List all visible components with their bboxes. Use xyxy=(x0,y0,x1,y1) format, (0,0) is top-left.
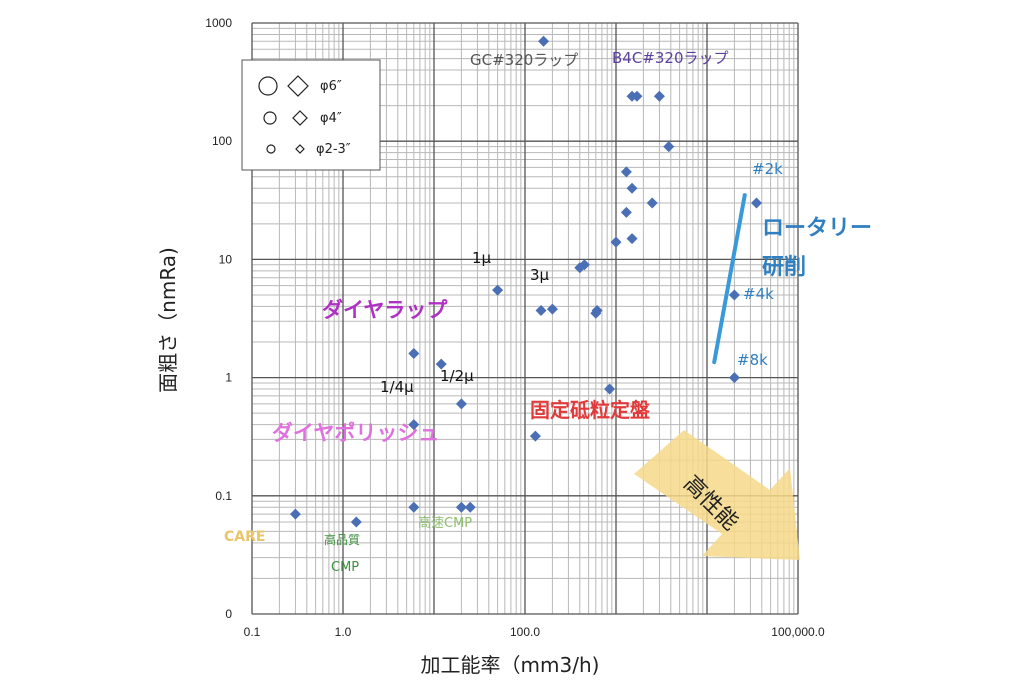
legend-label-medium: φ4″ xyxy=(320,111,342,126)
legend-label-small: φ2-3″ xyxy=(316,142,351,157)
rotary-grinding-label-2: 研削 xyxy=(762,255,806,280)
y-axis-title: 面粗さ（nmRa) xyxy=(156,247,180,393)
mu-3-label: 3μ xyxy=(530,266,550,284)
data-point xyxy=(546,303,558,315)
high-performance-arrow xyxy=(634,430,800,560)
legend-box xyxy=(241,59,381,171)
legend-circle-small-icon xyxy=(266,144,276,154)
rotary-grinding-line xyxy=(712,193,747,365)
x-tick-label: 100.0 xyxy=(510,625,540,639)
data-point xyxy=(751,197,763,209)
y-tick-label: 0 xyxy=(225,607,232,621)
y-tick-label: 1 xyxy=(225,371,232,385)
fixed-abrasive-label: 固定砥粒定盤 xyxy=(530,398,651,422)
data-point xyxy=(620,206,632,218)
rotary-grinding-label-1: ロータリー xyxy=(762,216,872,241)
data-point xyxy=(455,398,467,410)
data-point xyxy=(578,259,590,271)
data-point xyxy=(604,383,616,395)
data-point xyxy=(408,501,420,513)
care-label: CARE xyxy=(224,529,265,545)
fast-cmp-label: 高速CMP xyxy=(418,515,472,531)
y-tick-label: 100 xyxy=(212,134,232,148)
y-tick-label: 0.1 xyxy=(215,489,232,503)
data-point xyxy=(663,141,675,153)
grit-4k-label: #4k xyxy=(743,285,774,303)
mu-1-label: 1μ xyxy=(472,249,492,267)
legend-diamond-large-icon xyxy=(287,75,309,97)
data-point xyxy=(653,90,665,102)
x-axis-title: 加工能率（mm3/h) xyxy=(421,653,600,677)
diamond-polish-label: ダイヤポリッシュ xyxy=(272,421,439,445)
data-point xyxy=(408,419,420,431)
x-tick-label: 0.1 xyxy=(244,625,261,639)
data-point xyxy=(538,35,550,47)
data-point xyxy=(631,90,643,102)
data-point xyxy=(350,516,362,528)
data-point xyxy=(435,358,447,370)
data-point xyxy=(728,289,740,301)
grit-2k-label: #2k xyxy=(752,160,783,178)
gc-lap-label: GC#320ラップ xyxy=(470,51,578,69)
mu-quarter-label: 1/4μ xyxy=(380,378,414,396)
legend-circle-medium-icon xyxy=(263,111,277,125)
data-point xyxy=(535,304,547,316)
mu-half-label: 1/2μ xyxy=(440,367,474,385)
data-point xyxy=(626,233,638,245)
diamond-lap-label: ダイヤラップ xyxy=(322,298,448,322)
y-tick-label: 10 xyxy=(219,252,233,266)
grit-8k-label: #8k xyxy=(737,351,768,369)
data-point xyxy=(408,347,420,359)
x-tick-label: 1.0 xyxy=(335,625,352,639)
data-point xyxy=(591,304,603,316)
data-point xyxy=(646,197,658,209)
b4c-lap-label: B4C#320ラップ xyxy=(612,49,729,67)
legend-circle-large-icon xyxy=(258,76,278,96)
hq-cmp-label-2: CMP xyxy=(331,560,359,575)
y-tick-label: 1000 xyxy=(205,16,232,30)
data-point xyxy=(620,166,632,178)
data-point xyxy=(728,372,740,384)
data-point xyxy=(529,430,541,442)
legend: φ6″ φ4″ φ2-3″ xyxy=(241,59,381,171)
data-point xyxy=(455,501,467,513)
legend-diamond-medium-icon xyxy=(292,110,308,126)
x-tick-label: 100,000.0 xyxy=(771,625,825,639)
legend-diamond-small-icon xyxy=(295,144,305,154)
hq-cmp-label-1: 高品質 xyxy=(324,532,360,547)
data-points xyxy=(289,35,763,528)
data-point xyxy=(492,284,504,296)
y-tick-labels: 0 0.1 1 10 100 1000 xyxy=(205,16,232,621)
annotations: GC#320ラップ B4C#320ラップ ダイヤラップ ダイヤポリッシュ 固定砥… xyxy=(224,49,872,575)
data-point xyxy=(610,236,622,248)
data-point xyxy=(626,182,638,194)
grid-major xyxy=(251,22,799,615)
legend-label-large: φ6″ xyxy=(320,79,342,94)
data-point xyxy=(464,501,476,513)
x-tick-labels: 0.1 1.0 100.0 100,000.0 xyxy=(244,625,825,639)
data-point xyxy=(289,508,301,520)
